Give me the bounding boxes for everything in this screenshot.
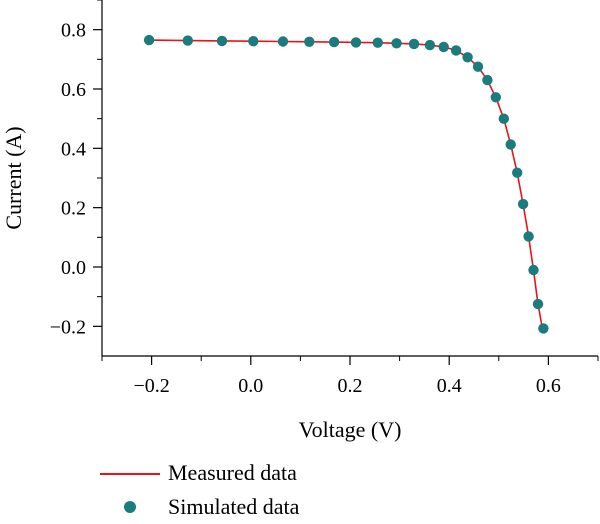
simulated-data-point bbox=[528, 264, 539, 276]
simulated-data-point bbox=[472, 61, 484, 72]
legend: Measured data Simulated data bbox=[100, 456, 400, 524]
simulated-data-point bbox=[512, 167, 523, 178]
simulated-data-point bbox=[277, 36, 289, 47]
axes bbox=[101, 0, 598, 357]
x-tick-label: −0.2 bbox=[133, 375, 169, 397]
y-tick-label: 0.4 bbox=[61, 138, 86, 160]
simulated-data-point bbox=[216, 35, 228, 47]
x-tick-label: 0.2 bbox=[338, 375, 363, 397]
simulated-data-point bbox=[498, 113, 509, 124]
simulated-data-point bbox=[350, 37, 362, 48]
simulated-data-point bbox=[424, 39, 436, 51]
x-axis-title: Voltage (V) bbox=[299, 417, 402, 442]
legend-dot-swatch bbox=[100, 497, 160, 517]
simulated-data-point bbox=[505, 139, 516, 150]
legend-item-measured: Measured data bbox=[100, 456, 400, 490]
x-tick-label: 0.4 bbox=[437, 375, 462, 397]
simulated-data-point bbox=[438, 41, 449, 53]
legend-label-simulated: Simulated data bbox=[168, 494, 300, 519]
legend-line-swatch bbox=[100, 463, 160, 483]
simulated-data-point bbox=[538, 323, 549, 334]
simulated-data-point bbox=[304, 36, 315, 47]
simulated-data-point bbox=[490, 92, 501, 103]
simulated-data-point bbox=[391, 38, 402, 49]
y-tick-label: 0.8 bbox=[61, 20, 86, 42]
simulated-data-point bbox=[517, 198, 529, 210]
simulated-data-point bbox=[523, 231, 534, 242]
simulated-data-point bbox=[143, 34, 155, 46]
simulated-data-point bbox=[182, 35, 193, 46]
y-tick-label: 0.2 bbox=[61, 198, 86, 220]
legend-label-measured: Measured data bbox=[168, 460, 297, 485]
simulated-data-point bbox=[532, 298, 544, 310]
y-axis-title: Current (A) bbox=[1, 126, 26, 229]
x-tick-label: 0.6 bbox=[536, 375, 561, 397]
x-tick-label: 0.0 bbox=[238, 375, 263, 397]
series-layer bbox=[143, 34, 549, 334]
chart: −0.2 0.0 0.2 0.4 0.6 −0.2 0.0 0.2 0.4 0.6 0.8 Volt… bbox=[1, 0, 599, 442]
simulated-data-point bbox=[248, 36, 259, 47]
y-tick-label: 0.0 bbox=[61, 257, 86, 279]
y-tick-label: 0.6 bbox=[61, 79, 86, 101]
simulated-data-point bbox=[482, 74, 493, 86]
simulated-data-point bbox=[462, 52, 473, 63]
simulated-data-point bbox=[372, 37, 383, 48]
legend-item-simulated: Simulated data bbox=[100, 490, 400, 524]
simulated-data-point bbox=[408, 38, 420, 50]
ticks: −0.2 0.0 0.2 0.4 0.6 −0.2 0.0 0.2 0.4 0.6 0.8 bbox=[50, 0, 599, 397]
simulated-data-point bbox=[328, 36, 340, 48]
y-tick-label: −0.2 bbox=[50, 316, 86, 338]
simulated-data-point bbox=[450, 45, 462, 56]
